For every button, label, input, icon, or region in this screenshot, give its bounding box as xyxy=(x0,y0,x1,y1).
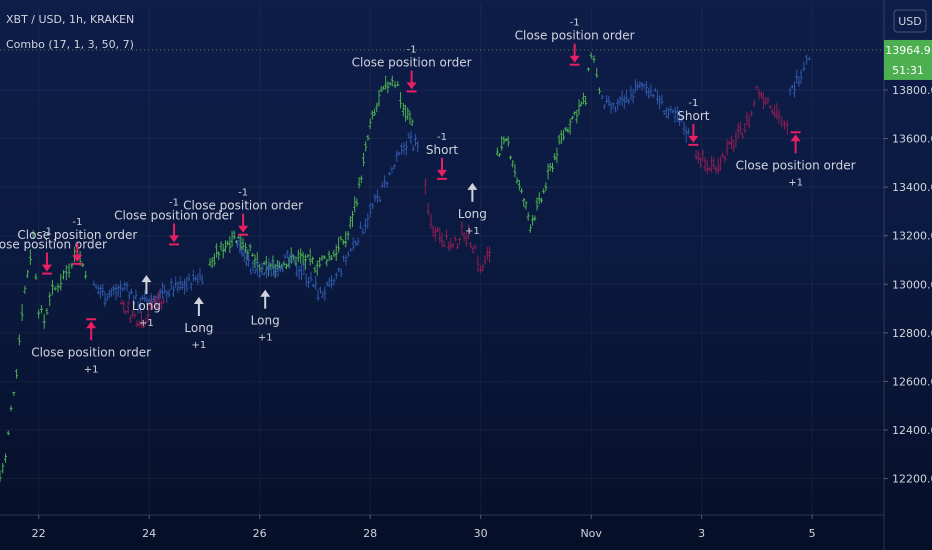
signal-name-label: Short xyxy=(677,109,709,123)
sell-arrow-icon xyxy=(437,169,447,177)
signal-name-label: Close position order xyxy=(0,238,107,252)
signal-quantity-label: +1 xyxy=(139,318,154,329)
price-axis-label: 12200.0 xyxy=(892,473,932,486)
time-axis-label: Nov xyxy=(580,527,602,540)
currency-button[interactable] xyxy=(893,9,927,33)
signal-quantity-label: -1 xyxy=(72,217,82,228)
signal-name-label: Close position order xyxy=(31,345,151,359)
signal-name-label: Close position order xyxy=(736,158,856,172)
sell-arrow-icon xyxy=(169,235,180,243)
price-axis-label: 13600.0 xyxy=(892,133,932,146)
sell-arrow-icon xyxy=(72,254,83,262)
buy-arrow-icon xyxy=(790,134,801,142)
last-price-label: 13964.9 xyxy=(885,44,931,57)
time-axis-label: 30 xyxy=(474,527,488,540)
price-axis-label: 12600.0 xyxy=(892,375,932,388)
signal-quantity-label: -1 xyxy=(42,227,52,238)
price-axis-label: 13200.0 xyxy=(892,230,932,243)
time-axis-label: 28 xyxy=(363,527,377,540)
price-axis-label: 13400.0 xyxy=(892,181,932,194)
indicator-name[interactable]: Combo (17, 1, 3, 50, 7) xyxy=(6,38,134,51)
signal-quantity-label: +1 xyxy=(192,340,207,351)
signal-quantity-label: +1 xyxy=(465,226,480,237)
time-axis-label: 22 xyxy=(32,527,46,540)
time-axis-label: 3 xyxy=(698,527,705,540)
sell-arrow-icon xyxy=(688,135,699,143)
signal-name-label: Close position order xyxy=(515,29,635,43)
signal-quantity-label: -1 xyxy=(407,44,417,55)
signal-quantity-label: -1 xyxy=(688,98,698,109)
signal-name-label: Long xyxy=(132,299,161,313)
signal-name-label: Long xyxy=(458,207,487,221)
buy-arrow-icon xyxy=(467,182,478,190)
buy-arrow-icon xyxy=(86,321,97,329)
signal-quantity-label: +1 xyxy=(258,333,273,344)
signal-name-label: Short xyxy=(426,143,458,157)
time-axis-label: 24 xyxy=(142,527,156,540)
sell-arrow-icon xyxy=(406,82,417,90)
price-axis-label: 13800.0 xyxy=(892,84,932,97)
signal-quantity-label: -1 xyxy=(437,132,447,143)
signal-quantity-label: -1 xyxy=(238,188,248,199)
time-axis-label: 26 xyxy=(253,527,267,540)
price-axis-label: 12400.0 xyxy=(892,424,932,437)
signal-quantity-label: +1 xyxy=(788,177,803,188)
sell-arrow-icon xyxy=(569,55,580,63)
signal-quantity-label: -1 xyxy=(169,197,179,208)
price-axis-label: 12800.0 xyxy=(892,327,932,340)
signal-name-label: Close position order xyxy=(114,208,234,222)
bar-countdown-label: 51:31 xyxy=(892,64,924,77)
time-axis-label: 5 xyxy=(809,527,816,540)
sell-arrow-icon xyxy=(238,225,249,233)
signal-name-label: Close position order xyxy=(17,228,137,242)
buy-arrow-icon xyxy=(260,289,271,297)
signal-quantity-label: -1 xyxy=(570,18,580,29)
price-axis-label: 13000.0 xyxy=(892,278,932,291)
signal-name-label: Long xyxy=(184,321,213,335)
last-price-badge xyxy=(884,39,932,80)
currency-label: USD xyxy=(898,15,922,28)
signal-name-label: Close position order xyxy=(183,199,303,213)
buy-arrow-icon xyxy=(141,275,152,283)
sell-arrow-icon xyxy=(41,264,52,272)
symbol-title[interactable]: XBT / USD, 1h, KRAKEN xyxy=(6,13,135,26)
signal-quantity-label: +1 xyxy=(84,364,99,375)
buy-arrow-icon xyxy=(193,297,204,304)
signal-name-label: Long xyxy=(251,314,280,328)
signal-name-label: Close position order xyxy=(352,55,472,69)
